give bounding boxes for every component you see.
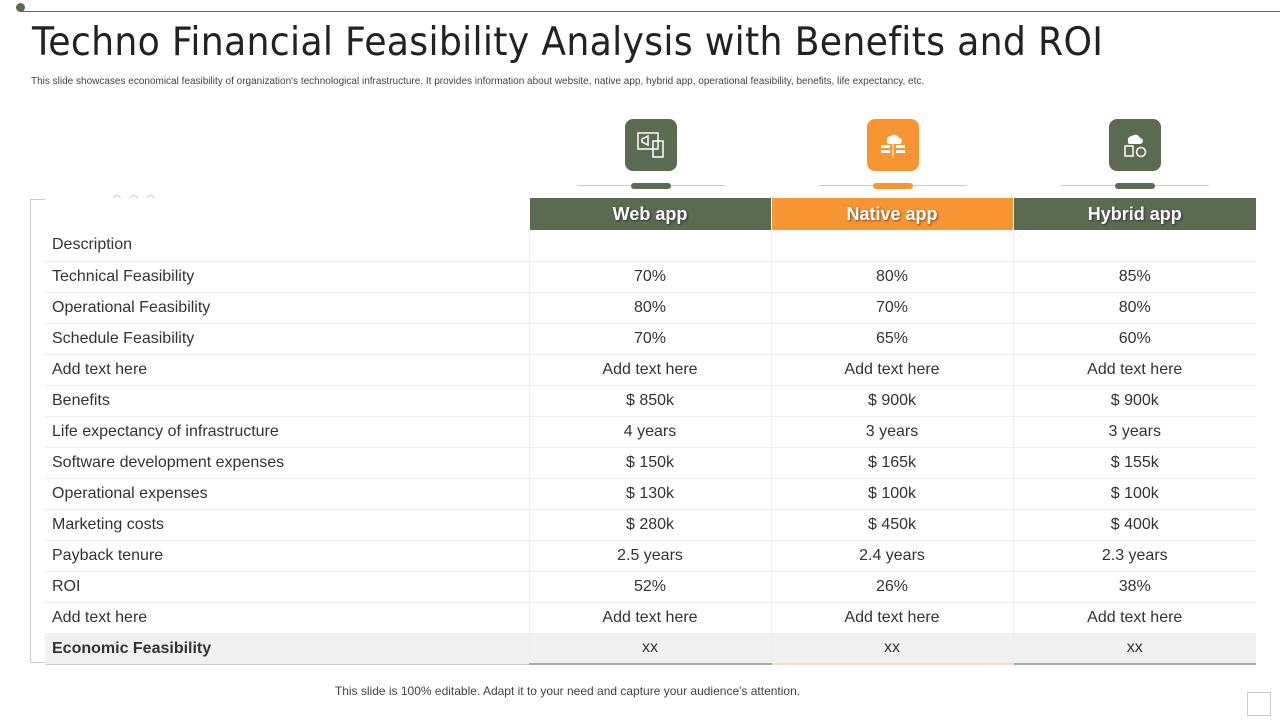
row-label: Benefits: [45, 385, 529, 417]
cell-hybrid-app: 2.3 years: [1012, 540, 1256, 572]
top-rule: [20, 11, 1280, 12]
cell-hybrid-app: 38%: [1012, 571, 1256, 603]
cell-native-app: 26%: [770, 571, 1013, 603]
feasibility-table: Web app Native app Hybrid app Descriptio…: [45, 198, 1256, 665]
cloud-server-icon: [867, 119, 919, 171]
cell-hybrid-app: 85%: [1012, 261, 1256, 293]
row-label: Technical Feasibility: [45, 261, 529, 293]
cell-web-app: 70%: [528, 261, 771, 293]
cell-hybrid-app: 80%: [1012, 292, 1256, 324]
table-frame: [30, 199, 32, 663]
row-label: Economic Feasibility: [45, 633, 529, 665]
cell-native-app: 70%: [770, 292, 1013, 324]
table-row: Schedule Feasibility 70% 65% 60%: [45, 323, 1256, 355]
cell-web-app: xx: [528, 633, 771, 665]
cell-native-app: 2.4 years: [770, 540, 1013, 572]
cell-native-app: 80%: [770, 261, 1013, 293]
cell-web-app: 80%: [528, 292, 771, 324]
table-row: ROI 52% 26% 38%: [45, 571, 1256, 603]
column-marker: [631, 183, 671, 189]
column-marker: [873, 183, 913, 189]
cell-native-app: 65%: [770, 323, 1013, 355]
cell-native-app: [770, 230, 1013, 262]
cell-hybrid-app: $ 100k: [1012, 478, 1256, 510]
row-label: Marketing costs: [45, 509, 529, 541]
cell-web-app: [528, 230, 771, 262]
cell-hybrid-app: $ 900k: [1012, 385, 1256, 417]
cell-web-app: 70%: [528, 323, 771, 355]
cell-web-app: $ 150k: [528, 447, 771, 479]
table-row: Payback tenure 2.5 years 2.4 years 2.3 year…: [45, 540, 1256, 572]
table-row: Operational Feasibility 80% 70% 80%: [45, 292, 1256, 324]
table-row: Add text here Add text here Add text here A…: [45, 602, 1256, 634]
cell-native-app: $ 450k: [770, 509, 1013, 541]
cell-native-app: xx: [770, 633, 1013, 665]
table-row: Software development expenses $ 150k $ 165…: [45, 447, 1256, 479]
cell-native-app: Add text here: [770, 354, 1013, 386]
cell-hybrid-app: Add text here: [1012, 354, 1256, 386]
cell-native-app: $ 165k: [770, 447, 1013, 479]
row-label: Life expectancy of infrastructure: [45, 416, 529, 448]
table-row: Marketing costs $ 280k $ 450k $ 400k: [45, 509, 1256, 541]
subtitle: This slide showcases economical feasibil…: [31, 76, 925, 87]
header-blank: [45, 198, 529, 230]
decor-dot: [16, 3, 25, 12]
table-row: Economic Feasibility xx xx xx: [45, 633, 1256, 665]
table-row: Add text here Add text here Add text here A…: [45, 354, 1256, 386]
cloud-user-icon: [1109, 119, 1161, 171]
cell-native-app: 3 years: [770, 416, 1013, 448]
cell-hybrid-app: Add text here: [1012, 602, 1256, 634]
cell-web-app: Add text here: [528, 354, 771, 386]
table-row: Operational expenses $ 130k $ 100k $ 100k: [45, 478, 1256, 510]
row-label: Operational expenses: [45, 478, 529, 510]
header-hybrid-app: Hybrid app: [1012, 198, 1256, 230]
cell-native-app: Add text here: [770, 602, 1013, 634]
table-row: Technical Feasibility 70% 80% 85%: [45, 261, 1256, 293]
cell-native-app: $ 100k: [770, 478, 1013, 510]
cell-hybrid-app: 60%: [1012, 323, 1256, 355]
cell-hybrid-app: $ 400k: [1012, 509, 1256, 541]
cell-web-app: 2.5 years: [528, 540, 771, 572]
header-web-app: Web app: [528, 198, 771, 230]
table-row: Benefits $ 850k $ 900k $ 900k: [45, 385, 1256, 417]
corner-mark: [1247, 692, 1271, 716]
table-row: Description: [45, 230, 1256, 262]
footer-note: This slide is 100% editable. Adapt it to…: [334, 684, 801, 698]
cell-web-app: 4 years: [528, 416, 771, 448]
row-label: Add text here: [45, 602, 529, 634]
row-label: Software development expenses: [45, 447, 529, 479]
table-header-row: Web app Native app Hybrid app: [45, 198, 1256, 230]
cell-web-app: $ 130k: [528, 478, 771, 510]
cell-web-app: 52%: [528, 571, 771, 603]
row-label: Add text here: [45, 354, 529, 386]
web-app-megaphone-icon: [625, 119, 677, 171]
cell-hybrid-app: [1012, 230, 1256, 262]
cell-hybrid-app: xx: [1012, 633, 1256, 665]
page-title: Techno Financial Feasibility Analysis wi…: [32, 20, 1104, 65]
cell-web-app: $ 850k: [528, 385, 771, 417]
cell-hybrid-app: $ 155k: [1012, 447, 1256, 479]
column-marker: [1115, 183, 1155, 189]
table-row: Life expectancy of infrastructure 4 years…: [45, 416, 1256, 448]
cell-hybrid-app: 3 years: [1012, 416, 1256, 448]
cell-native-app: $ 900k: [770, 385, 1013, 417]
row-label: Description: [45, 230, 529, 262]
row-label: ROI: [45, 571, 529, 603]
row-label: Schedule Feasibility: [45, 323, 529, 355]
header-native-app: Native app: [770, 198, 1013, 230]
cell-web-app: Add text here: [528, 602, 771, 634]
row-label: Payback tenure: [45, 540, 529, 572]
row-label: Operational Feasibility: [45, 292, 529, 324]
cell-web-app: $ 280k: [528, 509, 771, 541]
